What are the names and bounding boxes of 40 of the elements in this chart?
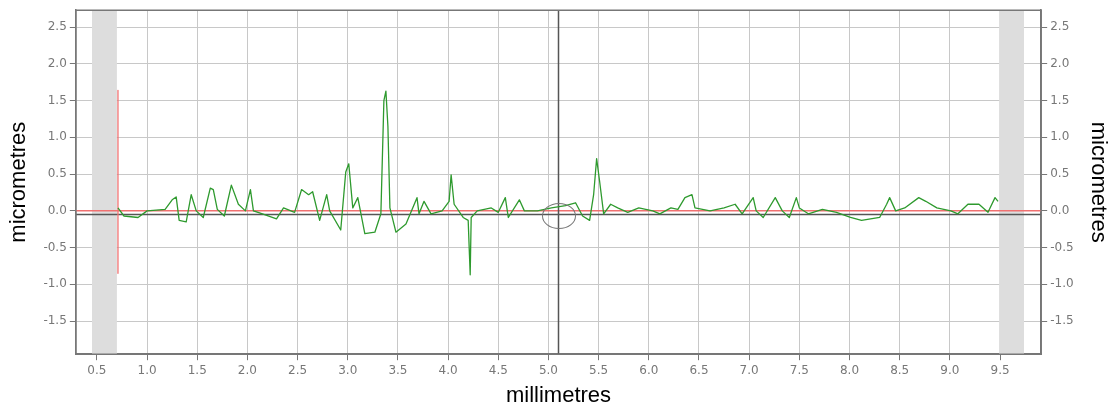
y2-tick-label: 2.0	[1050, 55, 1070, 70]
x-tick-label: 6.5	[689, 362, 709, 377]
y-tick-label: 1.0	[47, 129, 67, 144]
x-axis-title: millimetres	[505, 381, 612, 407]
x-tick-label: 5.5	[589, 362, 609, 377]
y-tick-label: 2.0	[47, 55, 67, 70]
x-tick-label: 6.0	[639, 362, 659, 377]
x-tick-label: 3.0	[338, 362, 358, 377]
x-tick-label: 4.0	[438, 362, 458, 377]
x-tick-label: 9.0	[940, 362, 960, 377]
y2-axis-title: micrometres	[1086, 121, 1112, 243]
y-tick-label: -1.5	[43, 313, 67, 328]
x-tick-label: 8.0	[839, 362, 860, 377]
x-tick-label: 8.5	[890, 362, 910, 377]
x-tick-label: 2.0	[237, 362, 257, 377]
y-axis-title: micrometres	[5, 121, 31, 243]
y2-tick-label: 1.5	[1050, 92, 1070, 107]
x-tick-label: 0.5	[87, 362, 107, 377]
y2-tick-label: 0.5	[1050, 166, 1070, 181]
x-tick-label: 3.5	[388, 362, 408, 377]
y2-tick-label: -1.0	[1050, 276, 1074, 291]
x-tick-label: 5.0	[538, 362, 559, 377]
y2-tick-label: 1.0	[1050, 129, 1070, 144]
y2-tick-label: -0.5	[1050, 239, 1074, 254]
y-tick-label: -0.5	[43, 239, 67, 254]
y-tick-label: 1.5	[47, 92, 67, 107]
x-tick-label: 1.0	[137, 362, 157, 377]
y-tick-label: -1.0	[43, 276, 67, 291]
x-tick-label: 7.0	[739, 362, 759, 377]
y2-tick-label: -1.5	[1050, 313, 1074, 328]
y2-tick-label: 2.5	[1050, 19, 1070, 34]
x-tick-label: 4.5	[488, 362, 508, 377]
x-tick-label: 1.5	[187, 362, 207, 377]
x-tick-label: 7.5	[789, 362, 809, 377]
y-tick-label: 0.5	[47, 166, 67, 181]
y-tick-label: 0.0	[47, 202, 67, 217]
x-tick-label: 2.5	[288, 362, 308, 377]
y-tick-label: 2.5	[47, 19, 67, 34]
x-tick-label: 9.5	[990, 362, 1010, 377]
y2-tick-label: 0.0	[1050, 202, 1070, 217]
